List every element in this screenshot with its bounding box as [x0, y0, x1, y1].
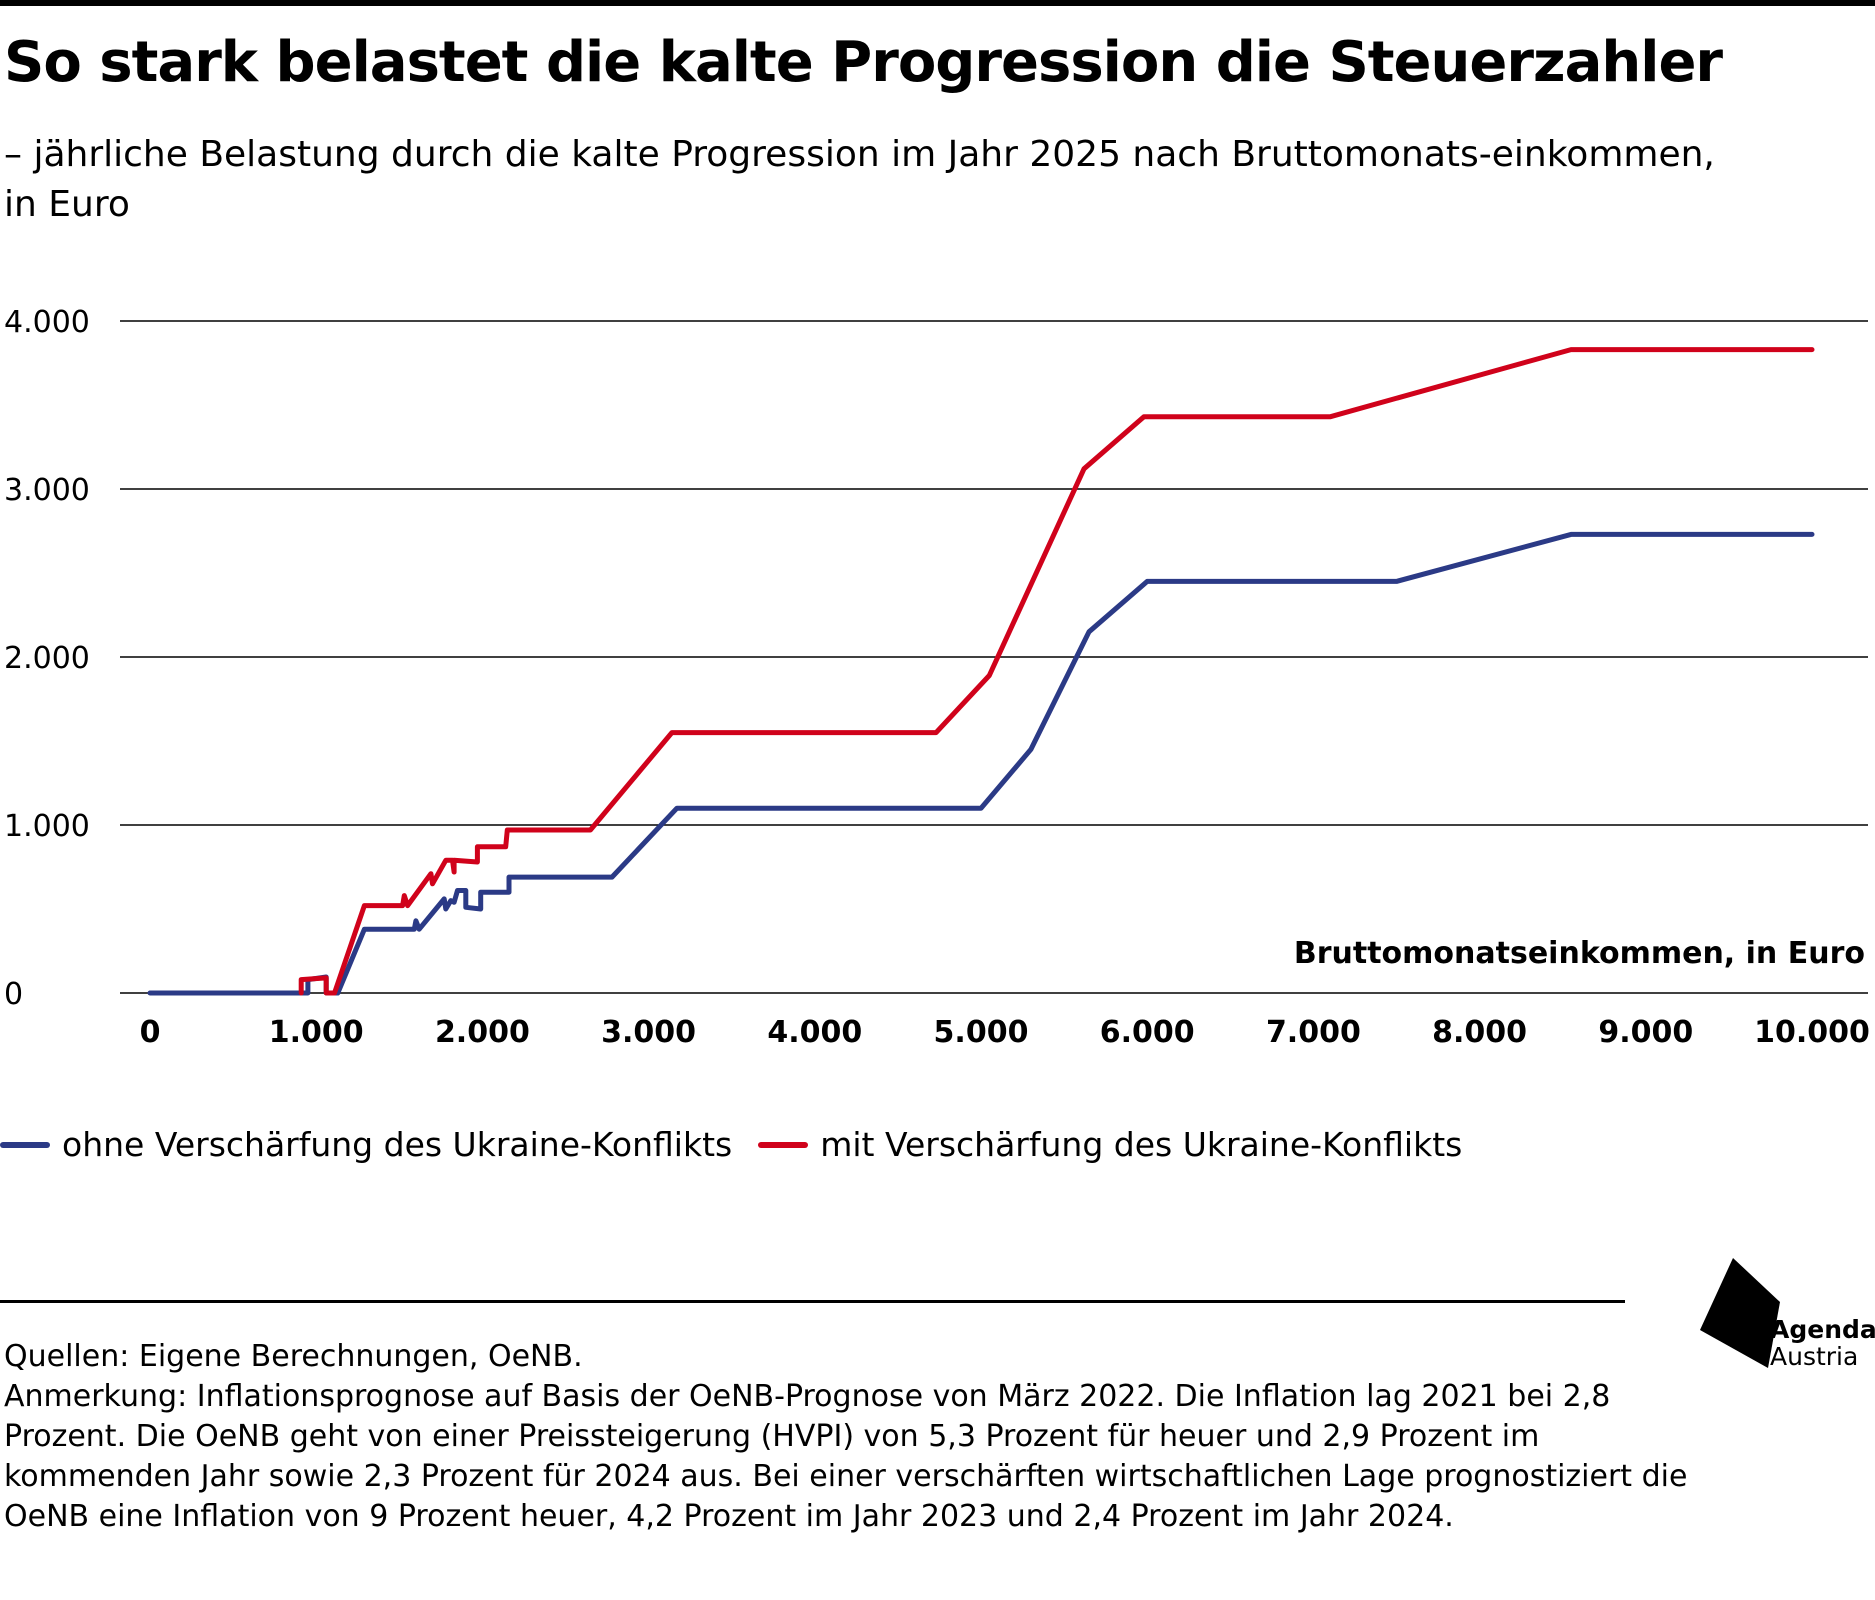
x-tick-label: 10.000: [1754, 1015, 1870, 1050]
logo-mark-icon: [1700, 1258, 1780, 1368]
y-tick-label: 4.000: [4, 305, 90, 340]
y-tick-label: 0: [4, 977, 23, 1012]
legend-label-ohne: ohne Verschärfung des Ukraine-Konflikts: [62, 1125, 733, 1164]
y-tick-label: 1.000: [4, 809, 90, 844]
series-lines: [147, 347, 1815, 996]
x-tick-label: 4.000: [767, 1015, 862, 1050]
x-tick-label: 0: [140, 1015, 161, 1050]
logo-country: Austria: [1770, 1342, 1859, 1371]
x-tick-label: 5.000: [934, 1015, 1029, 1050]
legend-item-mit: mit Verschärfung des Ukraine-Konflikts: [758, 1125, 1462, 1164]
x-tick-label: 2.000: [435, 1015, 530, 1050]
y-tick-label: 3.000: [4, 473, 90, 508]
x-tick-label: 9.000: [1598, 1015, 1693, 1050]
chart-title: So stark belastet die kalte Progression …: [4, 30, 1723, 95]
series-line-1: [298, 347, 1815, 996]
y-tick-label: 2.000: [4, 641, 90, 676]
top-rule: [0, 0, 1875, 6]
x-tick-label: 7.000: [1266, 1015, 1361, 1050]
legend: ohne Verschärfung des Ukraine-Konflikts …: [0, 1125, 1488, 1164]
footer-notes: Quellen: Eigene Berechnungen, OeNB. Anme…: [4, 1337, 1704, 1537]
sources-text: Quellen: Eigene Berechnungen, OeNB.: [4, 1339, 583, 1374]
legend-label-mit: mit Verschärfung des Ukraine-Konflikts: [820, 1125, 1463, 1164]
x-tick-label: 1.000: [269, 1015, 364, 1050]
x-tick-label: 3.000: [601, 1015, 696, 1050]
agenda-austria-logo: Agenda Austria: [1700, 1258, 1875, 1378]
line-chart: 0 1.000 2.000 3.000 4.000 0 1.000 2.000 3.000 4.…: [4, 305, 1870, 1050]
series-line-0: [147, 531, 1815, 996]
chart-subtitle: – jährliche Belastung durch die kalte Pr…: [4, 134, 1715, 225]
legend-item-ohne: ohne Verschärfung des Ukraine-Konflikts: [0, 1125, 732, 1164]
x-axis-tick-labels: 0 1.000 2.000 3.000 4.000 5.000 6.000 7.000 8.00…: [140, 1015, 1870, 1050]
footer-divider: [0, 1300, 1625, 1303]
logo-name: Agenda: [1770, 1315, 1875, 1344]
note-text: Anmerkung: Inflationsprognose auf Basis …: [4, 1379, 1688, 1534]
legend-swatch-blue: [0, 1141, 50, 1148]
gridlines: [120, 320, 1868, 994]
x-tick-label: 6.000: [1100, 1015, 1195, 1050]
x-axis-label: Bruttomonatseinkommen, in Euro: [1294, 936, 1865, 971]
y-axis-tick-labels: 0 1.000 2.000 3.000 4.000: [4, 305, 90, 1012]
x-tick-label: 8.000: [1432, 1015, 1527, 1050]
legend-swatch-red: [758, 1141, 809, 1148]
